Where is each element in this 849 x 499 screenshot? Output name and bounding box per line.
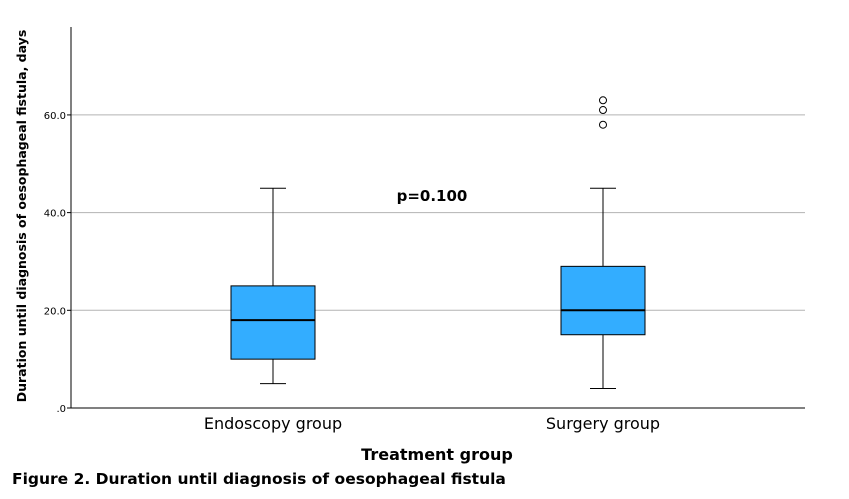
iqr-box — [560, 265, 646, 336]
box-group — [560, 96, 646, 389]
y-ticks: .0 20.0 40.0 60.0 — [44, 111, 71, 415]
y-axis-label: Duration until diagnosis of oesophageal … — [14, 30, 29, 403]
y-tick-label: .0 — [56, 404, 66, 415]
outlier-point — [599, 120, 607, 129]
x-category-labels: Endoscopy group Surgery group — [204, 414, 660, 433]
figure-caption: Figure 2. Duration until diagnosis of oe… — [12, 470, 506, 488]
x-axis-label: Treatment group — [361, 445, 513, 464]
p-value-annotation: p=0.100 — [397, 187, 468, 205]
y-tick-label: 60.0 — [44, 111, 66, 122]
iqr-box — [230, 285, 316, 360]
gridlines — [71, 114, 805, 311]
x-category-label: Surgery group — [546, 414, 660, 433]
x-category-label: Endoscopy group — [204, 414, 342, 433]
y-tick-label: 20.0 — [44, 306, 66, 317]
y-tick-label: 40.0 — [44, 209, 66, 220]
box-group — [230, 187, 316, 385]
outlier-point — [599, 96, 607, 105]
outlier-point — [599, 106, 607, 115]
boxes — [230, 96, 646, 389]
boxplot-chart: .0 20.0 40.0 60.0 Endoscopy group Surgery gr… — [14, 27, 805, 464]
